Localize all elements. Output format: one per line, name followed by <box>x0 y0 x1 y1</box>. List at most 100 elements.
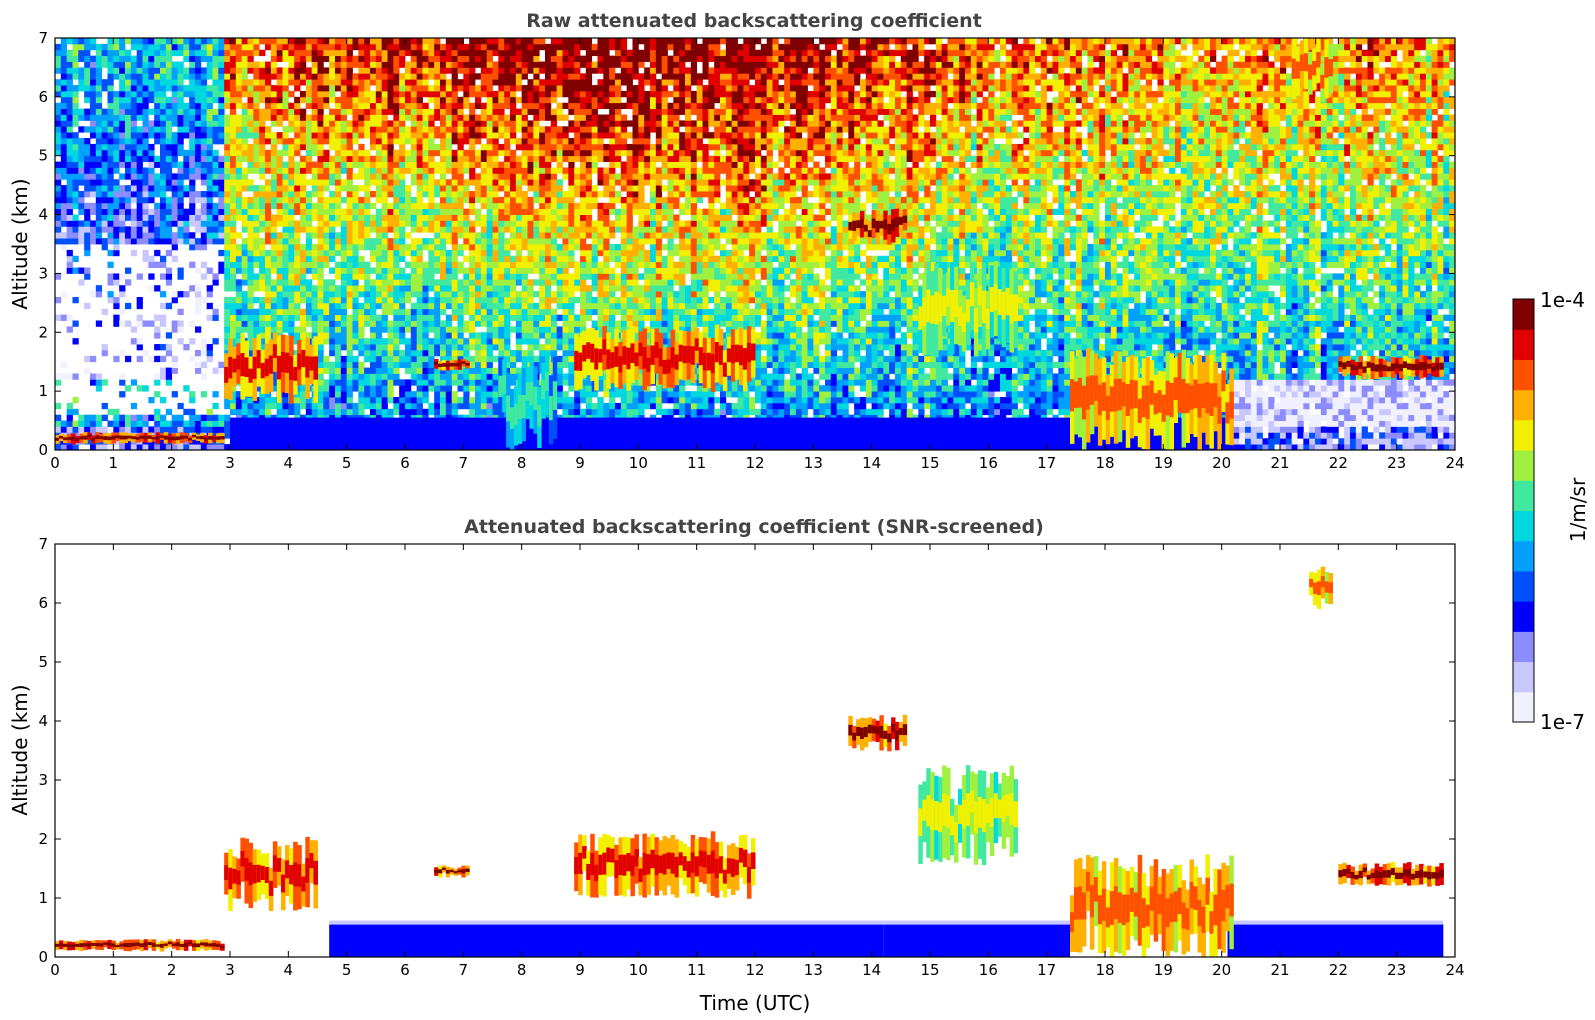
heatmap-noise-cell <box>311 161 318 168</box>
heatmap-noise-cell <box>428 255 435 263</box>
heatmap-noise-cell <box>475 126 482 133</box>
heatmap-noise-cell <box>410 102 418 110</box>
heatmap-noise-cell <box>183 173 190 180</box>
heatmap-noise-cell <box>218 155 225 162</box>
heatmap-noise-cell <box>440 138 447 145</box>
heatmap-noise-cell <box>282 296 289 304</box>
heatmap-noise-cell <box>375 279 383 286</box>
heatmap-noise-cell <box>451 261 458 268</box>
heatmap-noise-cell <box>416 379 423 386</box>
heatmap-noise-cell <box>346 232 353 239</box>
heatmap-noise-cell <box>183 226 190 233</box>
heatmap-noise-cell <box>539 267 546 274</box>
heatmap-noise-cell <box>364 196 371 204</box>
heatmap-noise-cell <box>148 149 155 157</box>
heatmap-noise-cell <box>451 85 458 92</box>
heatmap-noise-cell <box>335 349 342 357</box>
heatmap-noise-cell <box>154 232 161 239</box>
heatmap-noise-cell <box>469 238 476 245</box>
heatmap-noise-cell <box>533 255 540 263</box>
heatmap-noise-cell <box>340 244 348 251</box>
heatmap-noise-cell <box>422 302 429 310</box>
heatmap-noise-cell <box>218 173 225 180</box>
heatmap-noise-cell <box>370 38 377 45</box>
heatmap-noise-cell <box>235 143 243 151</box>
heatmap-noise-cell <box>95 444 103 450</box>
heatmap-noise-cell <box>107 261 114 268</box>
heatmap-noise-cell <box>148 355 155 363</box>
heatmap-noise-cell <box>352 408 359 416</box>
heatmap-noise-cell <box>311 132 318 139</box>
heatmap-noise-cell <box>387 220 394 227</box>
heatmap-noise-cell <box>422 173 429 180</box>
heatmap-noise-cell <box>393 138 400 145</box>
heatmap-noise-cell <box>136 320 143 327</box>
heatmap-noise-cell <box>445 138 453 145</box>
heatmap-noise-cell <box>428 267 435 274</box>
heatmap-noise-cell <box>253 402 260 410</box>
heatmap-noise-cell <box>230 408 237 416</box>
heatmap-noise-cell <box>340 55 348 62</box>
heatmap-noise-cell <box>218 79 225 86</box>
heatmap-noise-cell <box>375 85 383 92</box>
heatmap-noise-cell <box>492 344 499 351</box>
heatmap-noise-cell <box>545 238 552 245</box>
heatmap-noise-cell <box>270 326 278 333</box>
heatmap-noise-cell <box>457 344 464 351</box>
heatmap-noise-cell <box>90 202 97 210</box>
heatmap-noise-cell <box>451 373 458 380</box>
heatmap-noise-cell <box>305 244 313 251</box>
heatmap-noise-cell <box>136 43 143 51</box>
heatmap-noise-cell <box>55 85 62 92</box>
heatmap-noise-cell <box>270 296 278 304</box>
heatmap-noise-cell <box>399 149 406 157</box>
heatmap-noise-cell <box>317 408 324 416</box>
heatmap-noise-cell <box>212 43 219 51</box>
heatmap-noise-cell <box>148 161 155 168</box>
heatmap-noise-cell <box>463 238 470 245</box>
heatmap-noise-cell <box>410 161 418 168</box>
heatmap-noise-cell <box>148 397 155 404</box>
heatmap-noise-cell <box>405 126 412 133</box>
heatmap-noise-cell <box>340 179 348 186</box>
heatmap-noise-cell <box>451 114 458 121</box>
heatmap-noise-cell <box>469 355 476 363</box>
heatmap-noise-cell <box>136 238 143 245</box>
heatmap-noise-cell <box>405 167 412 174</box>
heatmap-noise-cell <box>300 296 307 304</box>
heatmap-noise-cell <box>95 79 103 86</box>
heatmap-noise-cell <box>55 426 62 433</box>
heatmap-noise-cell <box>463 302 470 310</box>
heatmap-noise-cell <box>480 244 488 251</box>
heatmap-noise-cell <box>142 114 149 121</box>
heatmap-noise-cell <box>218 108 225 115</box>
heatmap-noise-cell <box>241 90 248 98</box>
heatmap-noise-cell <box>230 120 237 127</box>
heatmap-noise-cell <box>329 402 336 410</box>
heatmap-noise-cell <box>218 214 225 221</box>
heatmap-noise-cell <box>224 214 231 221</box>
heatmap-noise-cell <box>230 320 237 327</box>
heatmap-noise-cell <box>480 55 488 62</box>
heatmap-noise-cell <box>282 102 289 110</box>
heatmap-noise-cell <box>300 202 307 210</box>
heatmap-noise-cell <box>539 238 546 245</box>
heatmap-noise-cell <box>480 291 488 298</box>
heatmap-noise-cell <box>428 296 435 304</box>
heatmap-noise-cell <box>405 308 412 316</box>
heatmap-noise-cell <box>440 167 447 174</box>
heatmap-noise-cell <box>224 143 231 151</box>
heatmap-noise-cell <box>405 338 412 345</box>
heatmap-noise-cell <box>539 279 546 286</box>
heatmap-noise-cell <box>288 61 295 68</box>
heatmap-noise-cell <box>160 226 167 233</box>
heatmap-noise-cell <box>399 220 406 227</box>
heatmap-noise-cell <box>276 402 283 410</box>
heatmap-noise-cell <box>311 202 318 210</box>
heatmap-noise-cell <box>165 138 173 145</box>
heatmap-noise-cell <box>95 85 103 92</box>
heatmap-noise-cell <box>218 238 225 245</box>
heatmap-noise-cell <box>550 338 558 345</box>
heatmap-noise-cell <box>521 114 528 121</box>
heatmap-noise-cell <box>154 191 161 198</box>
